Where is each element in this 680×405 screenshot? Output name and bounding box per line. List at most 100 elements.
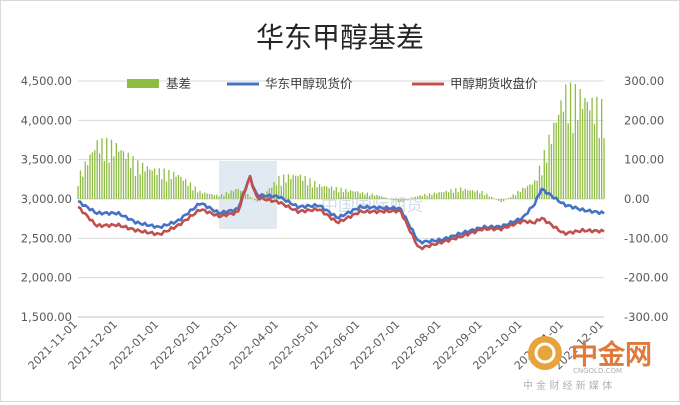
basis-bar (572, 133, 573, 199)
basis-bar (324, 186, 325, 199)
basis-bar (364, 195, 365, 199)
basis-bar (558, 115, 559, 199)
basis-bar (479, 193, 480, 199)
basis-bar (489, 197, 490, 199)
basis-bar (596, 97, 597, 199)
basis-bar (187, 186, 188, 199)
basis-bar (525, 188, 526, 199)
basis-bar (589, 110, 590, 199)
basis-bar (367, 193, 368, 199)
basis-bar (223, 196, 224, 199)
basis-bar (448, 192, 449, 199)
right-axis-tick-label: -300.00 (624, 310, 668, 324)
basis-bar (491, 197, 492, 199)
basis-bar (285, 182, 286, 199)
basis-bar (575, 84, 576, 199)
basis-bar (587, 102, 588, 199)
basis-bar (278, 176, 279, 199)
basis-bar (283, 175, 284, 199)
left-axis-tick-label: 4,500.00 (21, 74, 72, 88)
basis-bar (185, 179, 186, 199)
basis-bar (288, 174, 289, 199)
basis-bar (314, 181, 315, 199)
basis-bar (252, 198, 253, 199)
basis-bar (374, 196, 375, 199)
right-axis-tick-label: 0.00 (624, 192, 650, 206)
basis-bar (436, 194, 437, 199)
basis-bar (161, 179, 162, 199)
basis-bar (381, 196, 382, 199)
legend-label-basis: 基差 (166, 76, 191, 91)
right-axis-tick-label: 300.00 (624, 74, 664, 88)
basis-bar (467, 190, 468, 199)
basis-bar (144, 171, 145, 199)
basis-bar (120, 150, 121, 199)
basis-bar (321, 187, 322, 199)
basis-bar (422, 196, 423, 199)
basis-bar (345, 189, 346, 199)
basis-bar (135, 176, 136, 199)
basis-bar (403, 199, 404, 202)
left-axis-tick-label: 2,500.00 (21, 231, 72, 245)
left-axis-tick-label: 2,000.00 (21, 271, 72, 285)
basis-bar (77, 186, 78, 199)
basis-bar (465, 189, 466, 199)
legend-swatch-basis (127, 79, 159, 88)
basis-bar (508, 198, 509, 199)
basis-bar (302, 181, 303, 199)
basis-bar (111, 140, 112, 199)
basis-bar (438, 192, 439, 199)
basis-bar (326, 186, 327, 199)
basis-bar (455, 188, 456, 199)
basis-bar (147, 166, 148, 199)
basis-bar (293, 175, 294, 199)
basis-bar (474, 192, 475, 199)
basis-bar (338, 192, 339, 199)
basis-bar (548, 135, 549, 199)
right-axis-tick-label: -100.00 (624, 231, 668, 245)
brand-logo: 中金网 CNGOLD.COM 中 金 财 经 新 媒 体 (523, 336, 652, 392)
chart-title: 华东甲醇基差 (256, 21, 424, 54)
basis-bar (379, 196, 380, 199)
basis-bar (503, 199, 504, 201)
basis-bar (140, 174, 141, 199)
basis-bar (178, 175, 179, 199)
basis-bar (152, 170, 153, 199)
basis-bar (405, 199, 406, 200)
basis-bar (481, 191, 482, 199)
legend-label-futures: 甲醇期货收盘价 (450, 76, 538, 91)
basis-bar (386, 198, 387, 199)
basis-bar (568, 123, 569, 199)
basis-bar (412, 198, 413, 199)
basis-bar (113, 156, 114, 199)
basis-bar (149, 169, 150, 199)
basis-bar (434, 193, 435, 199)
basis-bar (570, 83, 571, 199)
basis-bar (458, 192, 459, 199)
logo-slogan: 中 金 财 经 新 媒 体 (523, 379, 612, 392)
basis-bar (486, 194, 487, 199)
basis-bar (551, 144, 552, 199)
basis-bar (577, 120, 578, 199)
basis-bar (218, 196, 219, 199)
basis-bar (453, 193, 454, 199)
basis-bar (527, 186, 528, 199)
basis-bar (214, 195, 215, 199)
basis-bar (156, 175, 157, 199)
basis-bar (82, 177, 83, 199)
basis-bar (297, 176, 298, 199)
legend: 基差 华东甲醇现货价 甲醇期货收盘价 (127, 76, 538, 91)
basis-bar (128, 153, 129, 199)
basis-bar (118, 152, 119, 199)
basis-bar (450, 189, 451, 199)
basis-bar (348, 192, 349, 199)
basis-bar (106, 138, 107, 199)
basis-bar (591, 98, 592, 199)
basis-bar (343, 192, 344, 199)
basis-bar (560, 100, 561, 199)
basis-bar (556, 123, 557, 199)
basis-bar (517, 191, 518, 199)
basis-bar (228, 194, 229, 199)
